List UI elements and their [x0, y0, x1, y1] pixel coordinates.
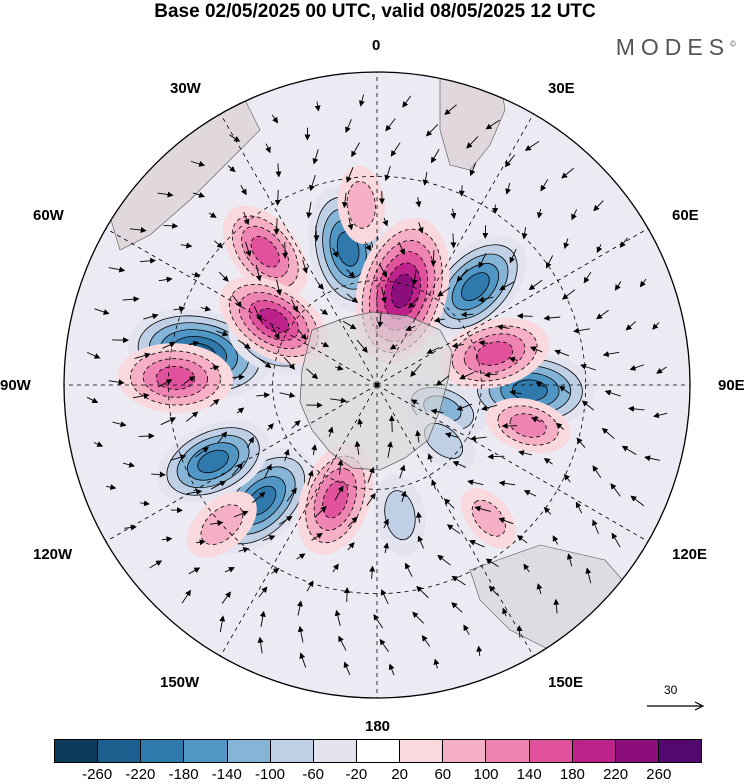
pole-marker [375, 383, 379, 387]
polar-stereographic-map [0, 0, 750, 735]
colorbar-swatch [573, 740, 616, 762]
colorbar-swatch [530, 740, 573, 762]
colorbar-tick-label: 100 [473, 766, 498, 783]
colorbar-swatch [486, 740, 529, 762]
wind-vector [139, 436, 154, 437]
meridian-label-0: 0 [372, 37, 380, 55]
reference-vector-value: 30 [664, 683, 677, 697]
colorbar-swatch [271, 740, 314, 762]
meridian-label-30w: 30W [170, 80, 201, 98]
wind-vector [462, 185, 463, 195]
colorbar-tick-label: -260 [82, 766, 112, 783]
colorbar-tick-label: 180 [560, 766, 585, 783]
colorbar-tick-labels: -260 -220 -180 -140 -100 -60 -20 20 60 100 140 180 2… [0, 766, 750, 784]
colorbar-tick-label: 220 [603, 766, 628, 783]
colorbar-tick-label: -20 [346, 766, 368, 783]
colorbar-tick-label: -140 [212, 766, 242, 783]
meridian-label-90e: 90E [718, 377, 745, 395]
meridian-label-60w: 60W [33, 207, 64, 225]
colorbar-swatch [228, 740, 271, 762]
meridian-label-180: 180 [365, 718, 390, 736]
wind-vector [285, 242, 286, 258]
wind-vector [518, 316, 533, 317]
meridian-label-150w: 150W [160, 674, 199, 692]
colorbar-swatch [314, 740, 357, 762]
colorbar-swatch [357, 740, 400, 762]
colorbar-swatch [400, 740, 443, 762]
colorbar-swatch [98, 740, 141, 762]
colorbar [54, 739, 702, 763]
meridian-label-60e: 60E [672, 207, 699, 225]
colorbar-swatch [616, 740, 659, 762]
colorbar-swatch [55, 740, 98, 762]
meridian-label-150e: 150E [548, 674, 583, 692]
meridian-label-30e: 30E [548, 80, 575, 98]
colorbar-swatch [141, 740, 184, 762]
colorbar-tick-label: 140 [517, 766, 542, 783]
wind-vector [232, 377, 244, 378]
colorbar-tick-label: -60 [302, 766, 324, 783]
meridian-label-90w: 90W [0, 377, 31, 395]
colorbar-swatch [443, 740, 486, 762]
colorbar-tick-label: 60 [434, 766, 451, 783]
colorbar-tick-label: -180 [169, 766, 199, 783]
meridian-label-120e: 120E [672, 546, 707, 564]
colorbar-swatch [659, 740, 701, 762]
colorbar-tick-label: -100 [255, 766, 285, 783]
colorbar-tick-label: 20 [391, 766, 408, 783]
meridian-label-120w: 120W [33, 546, 72, 564]
colorbar-tick-label: 260 [646, 766, 671, 783]
colorbar-swatch [184, 740, 227, 762]
wind-vector [392, 416, 393, 432]
colorbar-tick-label: -220 [125, 766, 155, 783]
